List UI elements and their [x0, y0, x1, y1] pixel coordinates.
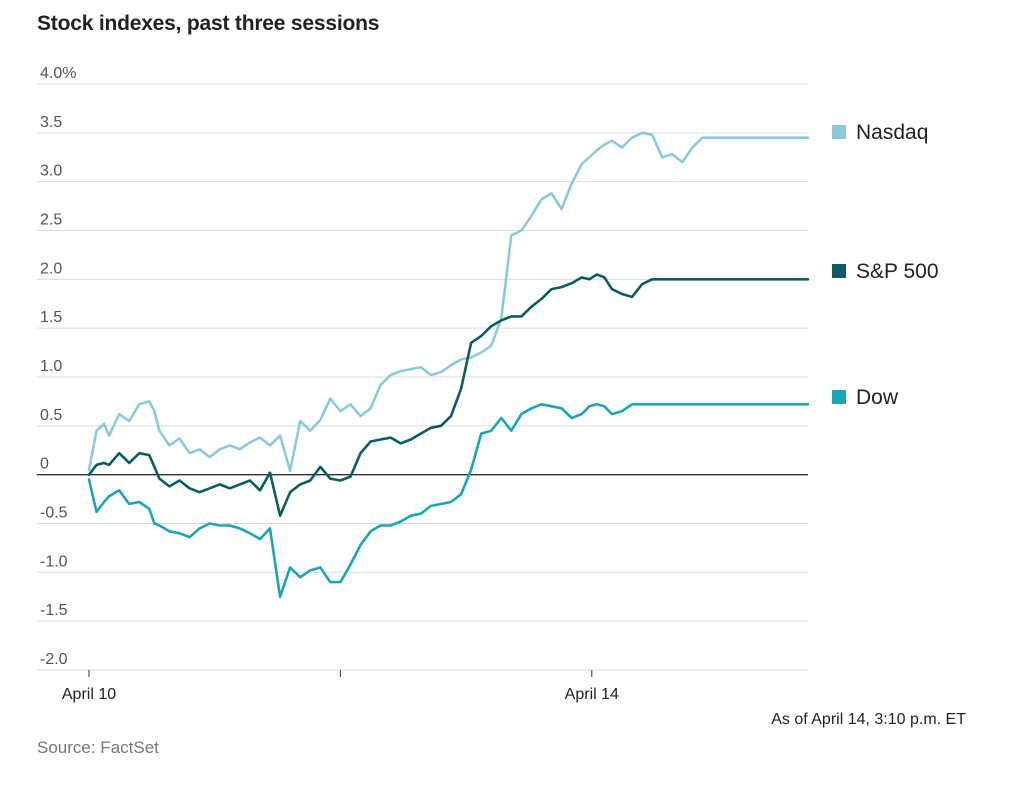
x-tick-label: April 10 — [62, 686, 116, 703]
y-tick-label: -1.0 — [40, 553, 68, 570]
y-tick-label: 0 — [40, 456, 49, 473]
y-tick-label: 0.5 — [40, 407, 62, 424]
series-line-s-p-500 — [87, 273, 810, 517]
y-tick-label: 3.0 — [40, 163, 62, 180]
legend-label: Nasdaq — [856, 121, 928, 144]
legend-swatch — [832, 125, 846, 139]
legend: Nasdaq S&P 500 Dow — [832, 121, 939, 409]
legend-label: S&P 500 — [856, 260, 939, 283]
y-tick-label: 4.0% — [40, 65, 76, 82]
y-tick-label: -1.5 — [40, 602, 68, 619]
y-tick-label: 3.5 — [40, 114, 62, 131]
series-lines — [87, 131, 810, 599]
legend-swatch — [832, 264, 846, 278]
y-tick-label: 1.5 — [40, 309, 62, 326]
legend-swatch — [832, 390, 846, 404]
x-tick-label: April 14 — [565, 686, 619, 703]
y-tick-label: -2.0 — [40, 651, 68, 668]
y-tick-label: 2.0 — [40, 260, 62, 277]
y-tick-label: -0.5 — [40, 505, 68, 522]
series-line-dow — [87, 403, 810, 599]
series-line-nasdaq — [87, 131, 810, 473]
x-axis: April 10 April 14 — [62, 670, 619, 703]
gridlines — [37, 83, 808, 671]
y-axis-tick-labels: 4.0% 3.5 3.0 2.5 2.0 1.5 1.0 0.5 0 -0.5 -1.0 -1.5 -2… — [40, 65, 76, 668]
chart-title: Stock indexes, past three sessions — [37, 12, 380, 35]
legend-label: Dow — [856, 386, 899, 409]
y-tick-label: 1.0 — [40, 358, 62, 375]
y-tick-label: 2.5 — [40, 212, 62, 229]
timestamp-note: As of April 14, 3:10 p.m. ET — [771, 711, 966, 728]
source-note: Source: FactSet — [37, 738, 159, 757]
